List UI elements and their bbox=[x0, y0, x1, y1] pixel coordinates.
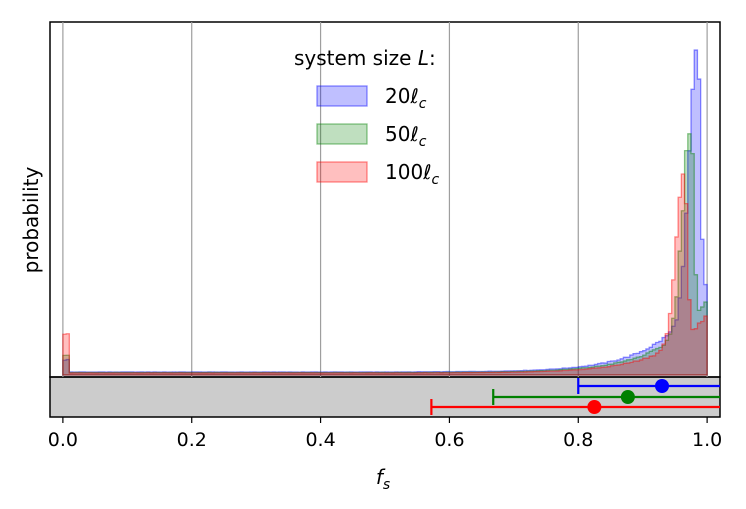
legend-swatch-3 bbox=[316, 161, 368, 183]
errorbar-mean-1 bbox=[655, 379, 670, 393]
legend-label-ell-2: ℓ bbox=[409, 122, 418, 146]
legend-label-num-2: 50 bbox=[385, 122, 410, 146]
legend-label-1: 20ℓc bbox=[385, 84, 427, 112]
x-tick-label-4: 0.8 bbox=[563, 429, 593, 451]
legend-title-prefix: system size bbox=[294, 46, 418, 70]
histogram-series-3 bbox=[62, 173, 708, 376]
x-tick-label-5: 1.0 bbox=[692, 429, 722, 451]
errorbar-mean-2 bbox=[620, 390, 635, 404]
y-axis-label: probability bbox=[19, 166, 43, 273]
legend-label-sub-2: c bbox=[419, 134, 427, 150]
histogram-series bbox=[62, 49, 708, 376]
x-axis-label-main: f bbox=[376, 465, 386, 489]
x-tick-label-2: 0.4 bbox=[305, 429, 335, 451]
legend-label-3: 100ℓc bbox=[385, 160, 439, 188]
x-axis-ticks: 0.0 0.2 0.4 0.6 0.8 1.0 bbox=[48, 417, 722, 451]
errorbar-series bbox=[430, 378, 720, 415]
legend-title-suffix: : bbox=[429, 46, 436, 70]
legend-label-sub-3: c bbox=[431, 172, 439, 188]
x-tick-label-1: 0.2 bbox=[177, 429, 207, 451]
x-tick-label-3: 0.6 bbox=[434, 429, 464, 451]
x-axis-label-sub: s bbox=[383, 477, 390, 493]
histogram-series-2 bbox=[62, 133, 708, 376]
legend-title: system size L: bbox=[294, 46, 436, 70]
legend-label-sub-1: c bbox=[419, 96, 427, 112]
grid-lines bbox=[62, 22, 708, 377]
legend-swatch-1 bbox=[316, 85, 368, 107]
x-axis-label: fs bbox=[376, 465, 390, 493]
legend-label-ell-3: ℓ bbox=[422, 160, 431, 184]
errorbar-mean-3 bbox=[587, 400, 602, 414]
legend-label-num-1: 20 bbox=[385, 84, 410, 108]
x-tick-label-0: 0.0 bbox=[48, 429, 78, 451]
legend-swatch-2 bbox=[316, 123, 368, 145]
legend-label-2: 50ℓc bbox=[385, 122, 427, 150]
plot-frame bbox=[49, 21, 721, 378]
histogram-series-1 bbox=[62, 49, 708, 376]
legend-label-ell-1: ℓ bbox=[409, 84, 418, 108]
legend-label-num-3: 100 bbox=[385, 160, 423, 184]
legend-title-var: L bbox=[418, 46, 429, 70]
